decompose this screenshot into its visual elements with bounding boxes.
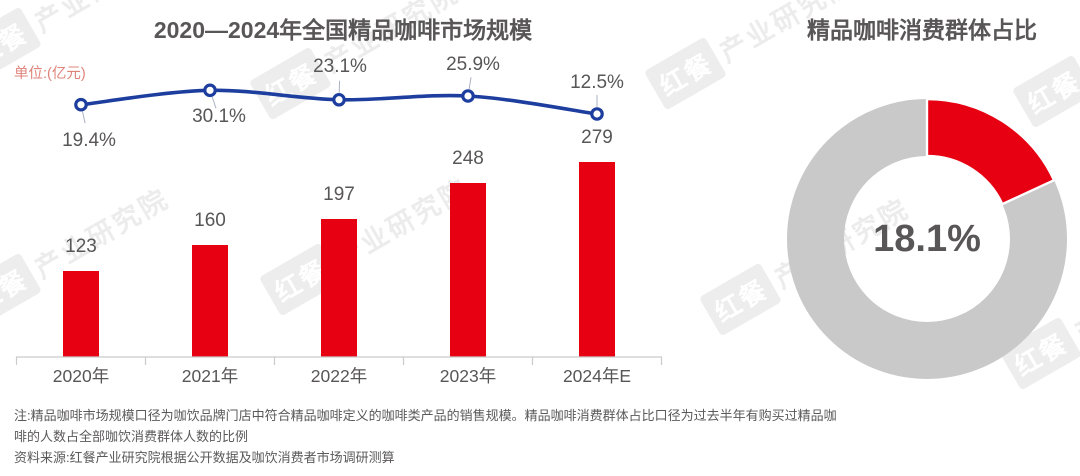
growth-pct-label: 30.1% bbox=[192, 106, 246, 128]
growth-line bbox=[79, 88, 599, 116]
bar-value-label: 160 bbox=[194, 210, 226, 231]
unit-label: 单位:(亿元) bbox=[14, 66, 86, 82]
footnote-block: 注:精品咖啡市场规模口径为咖饮品牌门店中符合精品咖啡定义的咖啡类产品的销售规模。… bbox=[14, 405, 1072, 468]
source-line: 资料来源:红餐产业研究院根据公开数据及咖饮消费者市场调研测算 bbox=[14, 450, 395, 465]
x-axis-label: 2022年 bbox=[310, 366, 368, 386]
watermark-org-text: 产业研究院 bbox=[29, 183, 175, 285]
watermark-logo-box: 红餐 bbox=[698, 262, 783, 337]
watermark-logo-box: 红餐 bbox=[0, 252, 43, 327]
watermark-org-text: 产业研究院 bbox=[1069, 247, 1080, 349]
bar-2020年 bbox=[63, 270, 99, 357]
label-leader-line bbox=[468, 77, 472, 90]
growth-pct-label: 12.5% bbox=[570, 71, 624, 93]
growth-pct-label: 25.9% bbox=[446, 53, 500, 75]
x-axis-label: 2023年 bbox=[439, 366, 497, 386]
note-line-2: 啡的人数占全部咖饮消费群体人数的比例 bbox=[14, 429, 249, 444]
x-axis-label: 2020年 bbox=[52, 366, 110, 386]
donut-value-segment bbox=[925, 99, 1056, 206]
growth-line-point bbox=[590, 107, 604, 121]
bar-2021年 bbox=[192, 245, 228, 357]
watermark-logo-box: 红餐 bbox=[643, 36, 728, 111]
bar-value-label: 197 bbox=[323, 184, 355, 206]
note-line-1: 注:精品咖啡市场规模口径为咖饮品牌门店中符合精品咖啡定义的咖啡类产品的销售规模。… bbox=[14, 408, 837, 423]
growth-line-point bbox=[203, 83, 217, 98]
growth-line-point bbox=[74, 97, 88, 112]
growth-line-point bbox=[461, 89, 475, 103]
bar-2022年 bbox=[321, 219, 357, 357]
growth-pct-label: 23.1% bbox=[313, 55, 367, 77]
watermark-logo-box: 红餐 bbox=[1011, 54, 1080, 129]
bar-value-label: 279 bbox=[581, 126, 613, 148]
growth-pct-label: 19.4% bbox=[62, 129, 116, 151]
growth-line-point bbox=[332, 92, 346, 107]
bar-value-label: 123 bbox=[65, 235, 97, 257]
label-leader-line bbox=[82, 111, 86, 124]
left-chart-title: 2020—2024年全国精品咖啡市场规模 bbox=[153, 17, 533, 43]
bar-value-label: 248 bbox=[452, 148, 484, 170]
donut-center-label: 18.1% bbox=[873, 218, 981, 260]
x-axis-label: 2024年E bbox=[562, 366, 632, 386]
watermark-logo-box: 红餐 bbox=[998, 316, 1080, 391]
bar-2023年 bbox=[450, 183, 486, 357]
bar-2024年E bbox=[579, 161, 615, 357]
x-axis bbox=[15, 356, 663, 365]
x-axis-label: 2021年 bbox=[181, 366, 239, 386]
right-chart-title: 精品咖啡消费群体占比 bbox=[807, 17, 1037, 43]
